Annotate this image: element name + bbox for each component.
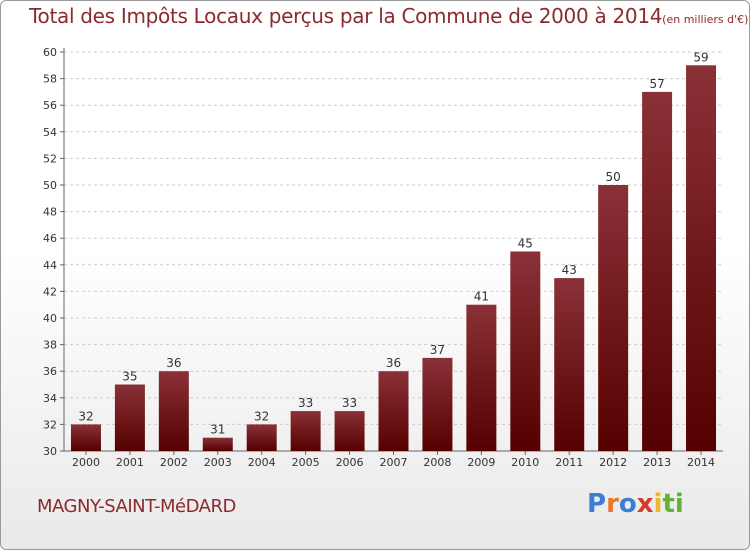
bar-2014 — [686, 65, 717, 452]
bar-2013 — [642, 91, 673, 452]
y-tick-label: 32 — [43, 418, 57, 431]
brand-letter: P — [587, 489, 607, 519]
axis-layer: 30 32 34 36 38 40 42 44 46 48 50 52 54 56 58 60 — [43, 46, 723, 458]
bar-2004 — [246, 424, 277, 451]
y-tick-label: 50 — [43, 179, 57, 192]
chart-title: Total des Impôts Locaux perçus par la Co… — [29, 4, 748, 28]
bar-value-label: 32 — [254, 409, 269, 423]
brand-letter: r — [606, 489, 619, 519]
bar-2011 — [554, 278, 585, 451]
x-tick-label: 2012 — [599, 456, 627, 469]
bar-value-label: 33 — [342, 396, 357, 410]
bar-2001 — [114, 384, 145, 451]
y-tick-label: 30 — [43, 445, 57, 458]
bar-2009 — [466, 304, 497, 451]
x-tick-label: 2001 — [116, 456, 144, 469]
y-tick-label: 60 — [43, 46, 57, 59]
y-tick-label: 40 — [43, 312, 57, 325]
y-tick-label: 56 — [43, 99, 57, 112]
y-tick-label: 58 — [43, 73, 57, 86]
x-tick-label: 2004 — [248, 456, 276, 469]
x-tick-label: 2002 — [160, 456, 188, 469]
bar-value-label: 35 — [122, 370, 137, 384]
commune-name: MAGNY-SAINT-MéDARD — [37, 496, 236, 517]
bar-value-label: 57 — [649, 77, 664, 91]
bar-2006 — [334, 411, 365, 451]
proxiti-logo: Proxiti — [587, 489, 684, 519]
x-tick-label: 2014 — [687, 456, 715, 469]
bar-layer — [70, 65, 717, 452]
x-tick-label: 2005 — [292, 456, 320, 469]
brand-letter: t — [662, 489, 675, 519]
x-tick-label: 2009 — [467, 456, 495, 469]
y-tick-label: 54 — [43, 126, 57, 139]
bar-value-label: 41 — [474, 290, 489, 304]
bar-2012 — [598, 185, 629, 451]
chart-title-text: Total des Impôts Locaux perçus par la Co… — [29, 4, 663, 28]
bar-value-label: 37 — [430, 343, 445, 357]
brand-letter: o — [618, 489, 637, 519]
bar-2010 — [510, 251, 541, 451]
bar-value-label: 45 — [518, 237, 533, 251]
bar-value-label: 36 — [386, 356, 401, 370]
label-layer: 32 2000 35 2001 36 2002 31 2003 32 2004 33 2005 33 20… — [72, 50, 715, 469]
x-tick-label: 2013 — [643, 456, 671, 469]
bar-2003 — [202, 437, 233, 451]
bar-2005 — [290, 411, 321, 451]
bar-2000 — [70, 424, 101, 451]
brand-letter: x — [636, 489, 654, 519]
x-tick-label: 2008 — [423, 456, 451, 469]
y-tick-label: 36 — [43, 365, 57, 378]
y-tick-label: 52 — [43, 152, 57, 165]
bar-value-label: 32 — [78, 409, 93, 423]
bar-2002 — [158, 371, 189, 451]
y-tick-label: 38 — [43, 339, 57, 352]
brand-letter: i — [653, 489, 663, 519]
chart-unit-label: (en milliers d'€) — [662, 13, 749, 26]
x-tick-label: 2007 — [380, 456, 408, 469]
bar-value-label: 36 — [166, 356, 181, 370]
bar-2007 — [378, 371, 409, 451]
y-tick-label: 34 — [43, 392, 57, 405]
bar-value-label: 59 — [693, 50, 708, 64]
y-tick-label: 48 — [43, 206, 57, 219]
x-tick-label: 2003 — [204, 456, 232, 469]
y-tick-label: 42 — [43, 285, 57, 298]
bar-value-label: 43 — [562, 263, 577, 277]
bar-2008 — [422, 357, 453, 451]
bar-value-label: 50 — [606, 170, 621, 184]
bar-value-label: 33 — [298, 396, 313, 410]
x-tick-label: 2010 — [511, 456, 539, 469]
x-tick-label: 2011 — [555, 456, 583, 469]
y-tick-label: 46 — [43, 232, 57, 245]
y-tick-label: 44 — [43, 259, 57, 272]
brand-letter: i — [674, 489, 684, 519]
x-tick-label: 2006 — [336, 456, 364, 469]
x-tick-label: 2000 — [72, 456, 100, 469]
bar-value-label: 31 — [210, 423, 225, 437]
